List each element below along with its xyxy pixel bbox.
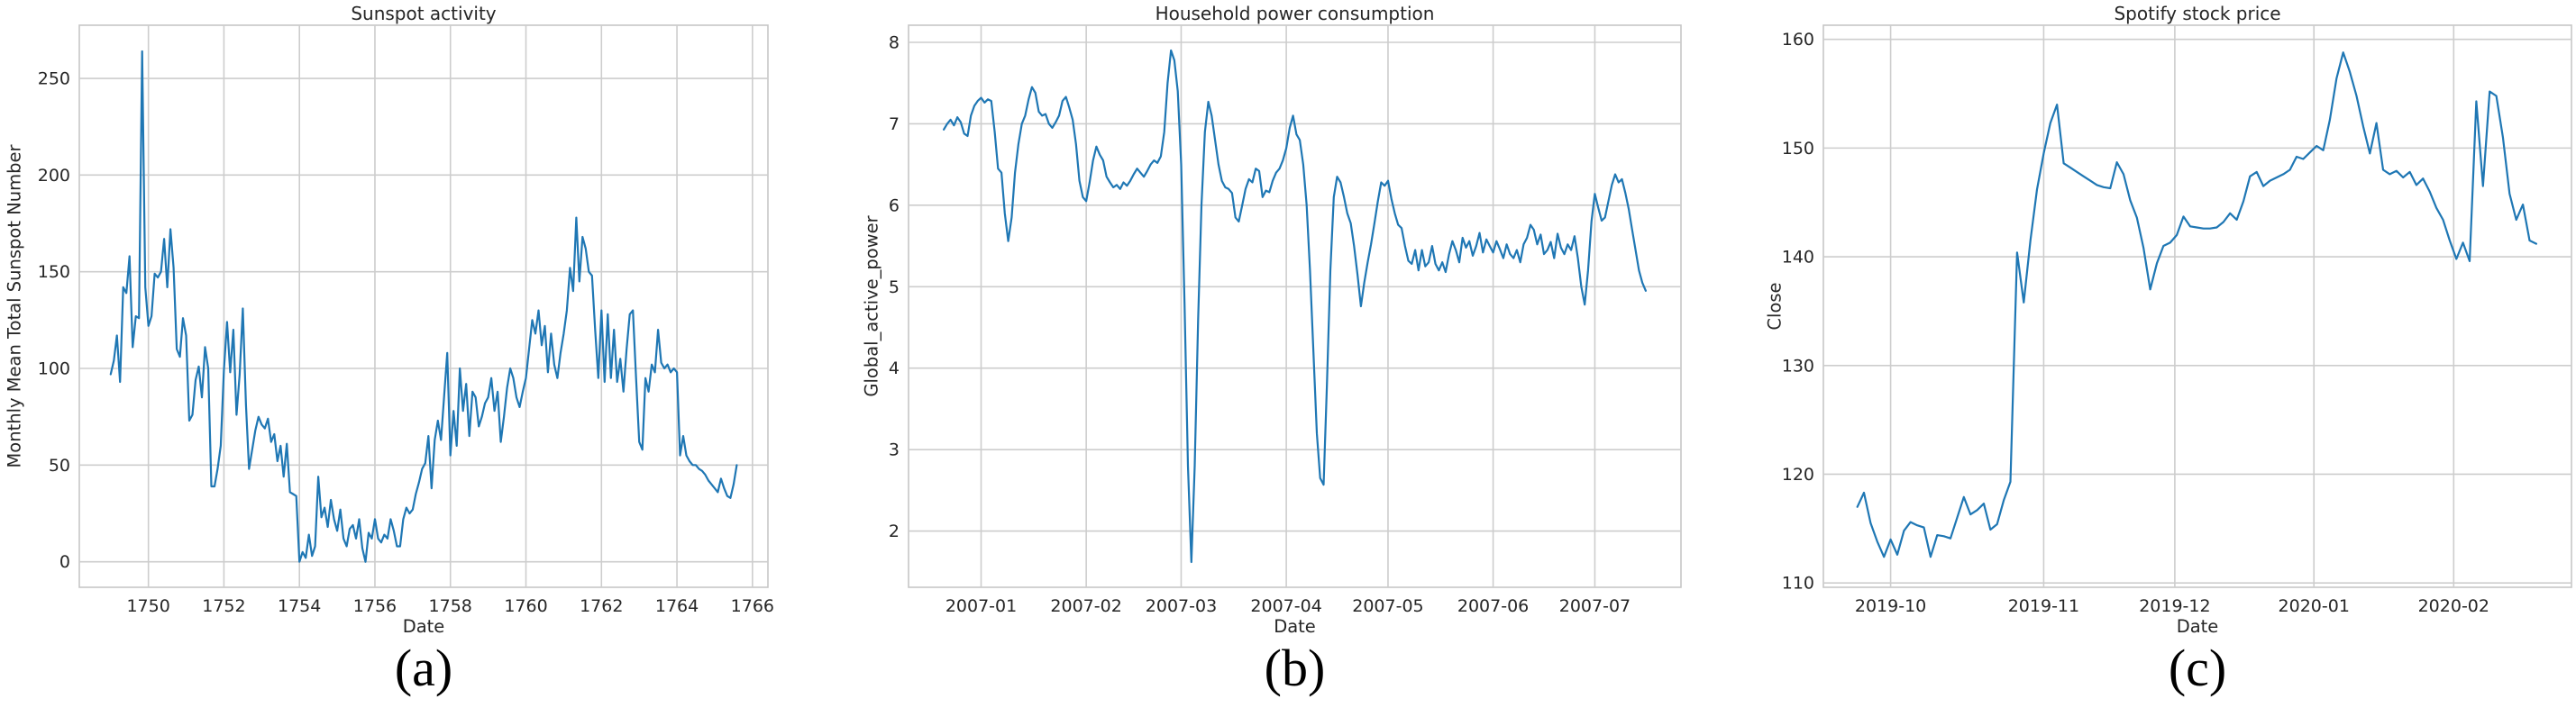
chart-title: Household power consumption — [1155, 3, 1435, 24]
x-tick-label: 1752 — [202, 596, 245, 616]
plot-area — [908, 24, 1682, 588]
data-series-line — [109, 50, 738, 563]
y-tick-label: 2 — [889, 522, 900, 541]
y-tick-label: 160 — [1782, 30, 1814, 50]
x-tick-label: 1758 — [429, 596, 472, 616]
y-tick-label: 250 — [38, 69, 70, 89]
chart-panel-power: 2007-01 2007-02 2007-03 2007-04 2007-05 2007-… — [859, 0, 1718, 717]
chart-caption: (b) — [1264, 639, 1326, 697]
y-tick-label: 6 — [889, 195, 900, 215]
x-tick-label: 2019-10 — [1855, 596, 1926, 616]
x-tick-label: 2007-01 — [945, 596, 1017, 616]
y-tick-label: 50 — [49, 456, 70, 476]
y-tick-label: 140 — [1782, 248, 1814, 268]
data-series-line — [942, 49, 1648, 564]
chart-panel-sunspot: 1750 1752 1754 1756 1758 1760 1762 1764 1766 0 50 1… — [0, 0, 859, 717]
x-tick-label: 1764 — [655, 596, 699, 616]
x-tick-label: 1756 — [353, 596, 397, 616]
y-tick-label: 100 — [38, 359, 70, 379]
x-tick-label: 1766 — [731, 596, 774, 616]
plot-area — [78, 24, 769, 588]
y-tick-label: 200 — [38, 166, 70, 186]
chart-caption: (a) — [394, 639, 453, 697]
x-tick-label: 2007-02 — [1050, 596, 1121, 616]
x-axis-label: Date — [402, 616, 445, 637]
spotify-line-chart: 2019-10 2019-11 2019-12 2020-01 2020-02 110 12… — [1782, 24, 2572, 616]
y-tick-label: 4 — [889, 358, 900, 378]
x-tick-label: 2007-03 — [1146, 596, 1217, 616]
x-tick-label: 2019-11 — [2008, 596, 2079, 616]
chart-title: Spotify stock price — [2114, 3, 2281, 24]
y-axis-label: Close — [1764, 282, 1786, 331]
data-series-line — [1856, 51, 2538, 558]
x-tick-label: 2020-01 — [2279, 596, 2350, 616]
x-tick-label: 1750 — [126, 596, 169, 616]
y-tick-label: 5 — [889, 277, 900, 297]
x-tick-label: 1760 — [504, 596, 547, 616]
x-tick-label: 1754 — [278, 596, 321, 616]
x-tick-label: 2007-07 — [1559, 596, 1631, 616]
x-tick-label: 2007-05 — [1352, 596, 1423, 616]
power-line-chart: 2007-01 2007-02 2007-03 2007-04 2007-05 2007-… — [889, 24, 1682, 616]
chart-title: Sunspot activity — [351, 3, 497, 24]
y-tick-label: 120 — [1782, 465, 1814, 485]
y-axis-label: Monthly Mean Total Sunspot Number — [4, 144, 25, 468]
x-axis-label: Date — [1274, 616, 1316, 637]
y-tick-label: 3 — [889, 440, 900, 460]
y-tick-label: 0 — [59, 552, 70, 572]
y-tick-label: 150 — [1782, 139, 1814, 159]
x-tick-label: 1762 — [580, 596, 623, 616]
x-tick-label: 2020-02 — [2418, 596, 2489, 616]
y-tick-label: 110 — [1782, 574, 1814, 594]
y-tick-label: 130 — [1782, 356, 1814, 376]
x-tick-label: 2019-12 — [2139, 596, 2210, 616]
chart-caption: (c) — [2168, 639, 2227, 697]
y-tick-label: 150 — [38, 262, 70, 282]
x-tick-label: 2007-06 — [1457, 596, 1529, 616]
chart-panel-spotify: 2019-10 2019-11 2019-12 2020-01 2020-02 110 12… — [1717, 0, 2576, 717]
y-axis-label: Global_active_power — [861, 215, 882, 397]
x-tick-label: 2007-04 — [1250, 596, 1321, 616]
y-tick-label: 7 — [889, 114, 900, 134]
sunspot-line-chart: 1750 1752 1754 1756 1758 1760 1762 1764 1766 0 50 1… — [38, 24, 774, 616]
x-axis-label: Date — [2176, 616, 2219, 637]
y-tick-label: 8 — [889, 32, 900, 52]
plot-area — [1822, 24, 2572, 588]
